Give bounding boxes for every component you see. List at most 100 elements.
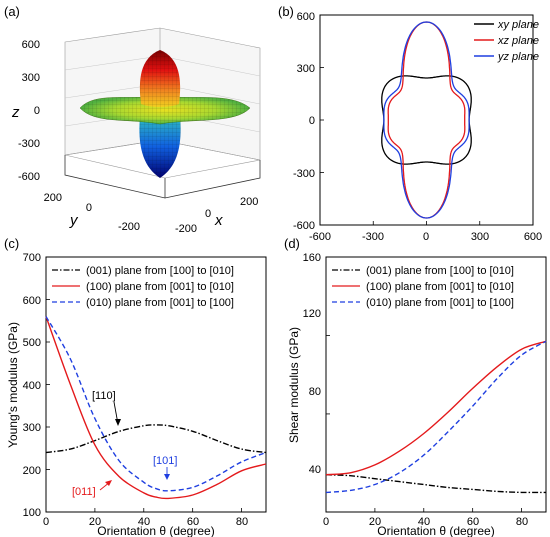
series-line-2 [325, 340, 547, 494]
panel-d: (d) 40 80 120 160 0 20 40 60 80 Orientat… [284, 236, 547, 537]
z-tick: 300 [22, 72, 40, 84]
y-tick: -200 [118, 221, 140, 233]
b-x-tick: 0 [423, 231, 429, 243]
y-axis-label: y [69, 212, 79, 229]
c-y-tick: 600 [23, 295, 41, 307]
annotation-101: [101] [153, 455, 177, 467]
b-y-tick: -600 [293, 220, 315, 232]
surface-bottom-mesh [139, 115, 181, 178]
c-y-tick: 100 [23, 507, 41, 519]
d-series-lines [325, 340, 547, 494]
d-x-tick: 80 [516, 516, 528, 528]
panel-a-label: (a) [4, 4, 20, 19]
c-x-tick: 60 [187, 516, 199, 528]
d-x-tick-labels: 0 20 40 60 80 [323, 516, 528, 528]
polar-curve-xy-plane [381, 75, 472, 165]
panel-c-label: (c) [4, 236, 19, 251]
panel-b-label: (b) [278, 4, 294, 19]
legend-label-xy: xy plane [497, 19, 539, 31]
legend-label-xz: xz plane [497, 35, 539, 47]
b-x-tick: -300 [362, 231, 384, 243]
z-tick: -300 [18, 138, 40, 150]
annotation-011: [011] [72, 486, 96, 498]
series-line-1 [45, 316, 267, 500]
x-tick: 200 [240, 196, 258, 208]
legend-label-010: (010) plane from [001] to [100] [86, 297, 234, 309]
legend-c: (001) plane from [100] to [010] (100) pl… [52, 265, 234, 309]
polar-curves [381, 21, 472, 219]
x-tick: 0 [205, 208, 211, 220]
b-y-tick: -300 [293, 168, 315, 180]
c-x-tick: 20 [89, 516, 101, 528]
b-x-tick: 300 [471, 231, 489, 243]
c-x-tick-labels: 0 20 40 60 80 [43, 516, 248, 528]
c-series-lines [45, 316, 267, 500]
series-line-1 [325, 340, 547, 476]
d-x-tick: 60 [467, 516, 479, 528]
legend-b: xy plane xz plane yz plane [474, 19, 539, 63]
b-x-tick: 600 [524, 231, 542, 243]
x-tick: -200 [175, 223, 197, 235]
b-y-tick: 0 [309, 115, 315, 127]
panel-a: (a) [4, 4, 261, 235]
axis-ticks-c [45, 256, 242, 513]
legend-label-100: (100) plane from [001] to [010] [366, 281, 514, 293]
d-x-tick: 20 [369, 516, 381, 528]
c-y-tick: 300 [23, 422, 41, 434]
surface-top-mesh [139, 50, 181, 107]
z-tick: -600 [18, 171, 40, 183]
legend-label-001: (001) plane from [100] to [010] [86, 265, 234, 277]
plot-frame-c [45, 256, 267, 513]
panel-d-label: (d) [284, 236, 300, 251]
panel-c: (c) 100 200 300 400 500 600 700 0 20 40 … [4, 236, 267, 537]
d-y-tick: 40 [309, 464, 321, 476]
c-y-tick: 500 [23, 337, 41, 349]
polar-curve-xz-plane [387, 21, 466, 219]
axis-ticks-b [319, 14, 534, 226]
d-y-tick: 160 [303, 252, 321, 264]
polar-curve-yz-plane [383, 21, 470, 219]
plot-frame-d [325, 256, 547, 513]
d-y-tick: 120 [303, 308, 321, 320]
c-y-tick: 200 [23, 465, 41, 477]
z-axis-label: z [11, 104, 20, 121]
d-x-tick: 40 [418, 516, 430, 528]
d-y-axis-label: Shear modulus (GPa) [287, 327, 301, 443]
annotation-101-arrowhead [164, 474, 170, 480]
legend-label-010: (010) plane from [001] to [100] [366, 297, 514, 309]
z-tick: 600 [22, 39, 40, 51]
b-y-tick-labels: 600 300 0 -300 -600 [293, 11, 315, 232]
d-y-tick-labels: 40 80 120 160 [303, 252, 321, 476]
d-x-axis-label: Orientation θ (degree) [377, 524, 494, 537]
c-y-tick: 400 [23, 380, 41, 392]
d-x-tick: 0 [323, 516, 329, 528]
y-tick: 200 [44, 192, 62, 204]
b-x-tick: -600 [309, 231, 331, 243]
series-line-0 [325, 474, 547, 494]
c-x-axis-label: Orientation θ (degree) [97, 524, 214, 537]
series-line-2 [45, 316, 267, 492]
surface-disk-mesh [80, 96, 250, 124]
axis-ticks-d [325, 256, 522, 512]
b-y-tick: 300 [297, 63, 315, 75]
legend-label-001: (001) plane from [100] to [010] [366, 265, 514, 277]
c-y-tick: 700 [23, 252, 41, 264]
series-line-0 [45, 424, 267, 454]
panel-b: (b) 600 300 0 -300 -600 -600 -300 0 300 … [278, 4, 542, 243]
annotation-011-arrowhead [105, 480, 112, 486]
b-y-tick: 600 [297, 11, 315, 23]
annotation-110-arrowhead [115, 419, 121, 426]
c-x-tick: 40 [138, 516, 150, 528]
b-x-tick-labels: -600 -300 0 300 600 [309, 231, 542, 243]
x-axis-label: x [214, 212, 223, 229]
c-x-tick: 0 [43, 516, 49, 528]
annotations-c: [110] [101] [011] [72, 390, 177, 498]
y-tick-labels: 200 0 -200 [44, 192, 140, 233]
c-x-tick: 80 [236, 516, 248, 528]
d-y-tick: 80 [309, 386, 321, 398]
y-tick: 0 [86, 202, 92, 214]
c-y-tick-labels: 100 200 300 400 500 600 700 [23, 252, 41, 519]
z-tick: 0 [34, 105, 40, 117]
x-tick-labels: -200 0 200 [175, 196, 258, 235]
